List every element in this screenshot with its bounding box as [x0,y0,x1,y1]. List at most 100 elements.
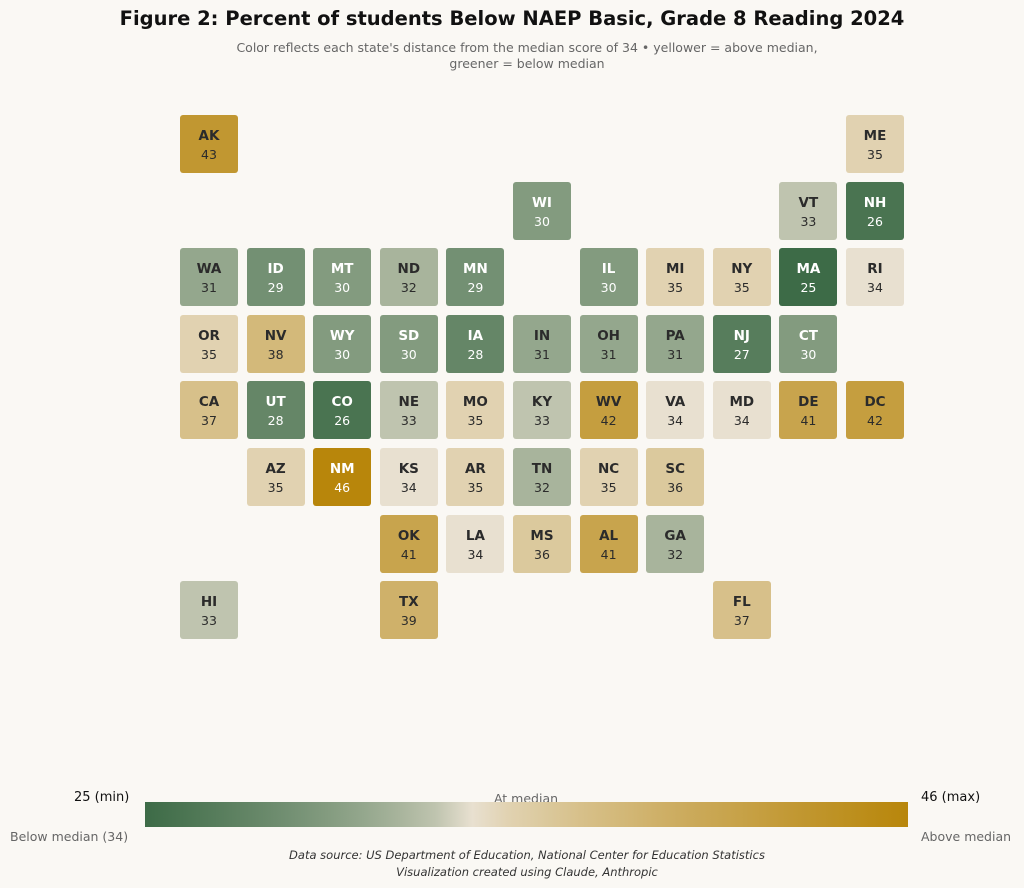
state-tile-il: IL 30 [579,248,638,307]
state-tile-ga: GA 32 [646,514,705,573]
state-abbr: OH [597,327,620,344]
state-abbr: AK [198,128,220,144]
legend-gradient-bar [145,802,908,827]
state-value: 29 [467,280,484,296]
state-value: 37 [733,613,750,629]
state-tile-ks: KS 34 [379,448,438,506]
state-value: 41 [400,546,417,562]
state-value: 35 [267,480,284,495]
state-abbr: HI [200,594,218,611]
legend-above-note: Above median [921,829,1012,844]
state-abbr: WA [196,261,222,278]
state-abbr: IN [533,327,551,344]
state-tile-de: DE 41 [779,381,838,440]
state-tile-tx: TX 39 [379,581,438,640]
footer: Data source: US Department of Education,… [0,847,1024,881]
state-abbr: FL [732,594,751,611]
state-tile-mo: MO 35 [446,381,505,440]
state-value: 35 [201,346,217,362]
chart-title: Figure 2: Percent of students Below NAEP… [119,7,905,30]
state-tile-nc: NC 35 [579,448,638,506]
state-value: 32 [667,546,684,562]
state-tile-al: AL 41 [579,514,638,573]
state-abbr: CO [331,394,353,411]
state-tile-dc: DC 42 [846,381,904,440]
state-tile-me: ME 35 [846,115,904,173]
state-value: 31 [534,346,550,362]
state-abbr: MT [330,261,354,278]
state-tile-ky: KY 33 [513,381,571,440]
state-value: 34 [733,413,750,429]
state-value: 39 [400,613,417,629]
state-tile-ma: MA 25 [779,248,838,307]
state-abbr: TN [531,461,553,477]
state-value: 33 [534,413,550,429]
state-tile-la: LA 34 [446,514,505,573]
state-value: 35 [467,413,484,429]
state-value: 36 [667,480,684,495]
state-abbr: MO [462,394,488,411]
state-tile-fl: FL 37 [712,581,771,640]
state-tile-vt: VT 33 [779,181,838,240]
state-value: 32 [400,280,417,296]
state-value: 31 [667,346,684,362]
state-value: 25 [800,280,817,296]
state-abbr: SC [665,461,685,477]
state-value: 30 [800,346,817,362]
state-abbr: KY [531,394,553,411]
legend-below-note: Below median (34) [10,829,129,844]
state-abbr: NJ [733,327,750,344]
state-abbr: UT [265,394,286,411]
state-tile-ak: AK 43 [180,115,238,173]
state-abbr: NY [731,261,753,278]
state-tile-hi: HI 33 [180,581,238,640]
state-tile-ms: MS 36 [513,514,571,573]
state-tile-oh: OH 31 [579,314,638,373]
state-abbr: WI [532,194,552,211]
state-tile-nj: NJ 27 [712,314,771,373]
state-tile-mn: MN 29 [446,248,505,307]
state-value: 43 [201,147,217,162]
state-abbr: VT [798,194,819,211]
state-abbr: MS [530,527,554,544]
state-value: 26 [334,413,351,429]
state-value: 42 [867,413,883,429]
state-abbr: MI [665,261,685,278]
legend-max-label: 46 (max) [921,790,981,805]
state-value: 34 [667,413,684,429]
state-tile-md: MD 34 [712,381,771,440]
state-abbr: ID [267,261,284,278]
state-tile-nm: NM 46 [313,448,372,506]
state-abbr: AZ [265,461,286,477]
state-abbr: CT [798,327,818,344]
state-tile-ca: CA 37 [180,381,238,440]
state-abbr: VA [665,394,686,411]
state-value: 27 [733,346,750,362]
state-tile-wy: WY 30 [313,314,372,373]
state-value: 28 [267,413,284,429]
state-tile-co: CO 26 [313,381,372,440]
state-abbr: LA [465,527,485,544]
state-tile-ar: AR 35 [446,448,505,506]
state-value: 33 [800,213,817,229]
state-abbr: NM [329,461,355,477]
state-tile-id: ID 29 [246,248,305,307]
state-abbr: NV [264,327,287,344]
state-abbr: CA [198,394,220,411]
state-tile-mi: MI 35 [646,248,705,307]
state-abbr: KS [398,461,419,477]
state-abbr: MN [463,261,488,278]
state-value: 30 [334,280,351,296]
state-abbr: GA [664,527,686,544]
state-abbr: NE [398,394,420,411]
state-tile-ut: UT 28 [246,381,305,440]
state-abbr: PA [665,327,685,344]
state-value: 35 [600,480,617,495]
legend-min-label: 25 (min) [74,790,130,805]
state-value: 46 [334,480,351,495]
state-value: 36 [534,546,550,562]
state-abbr: IL [601,261,616,278]
state-abbr: SD [398,327,420,344]
state-tile-nd: ND 32 [379,248,438,307]
credit-note: Visualization created using Claude, Anth… [396,865,658,879]
